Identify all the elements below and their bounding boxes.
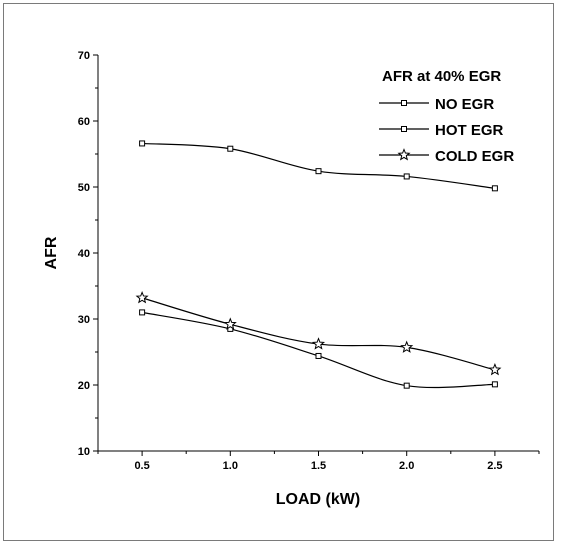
y-axis-title: AFR [43,236,60,269]
legend-item-cold-egr: COLD EGR [379,148,514,165]
data-point-hot-egr [491,381,498,388]
x-tick-label: 2.5 [487,460,502,472]
y-ticks: 10 20 30 40 50 60 70 [78,50,98,458]
legend-label-cold-egr: COLD EGR [435,148,514,165]
data-point-hot-egr [139,309,146,316]
x-tick-label: 2.0 [399,460,414,472]
y-tick-label: 50 [78,182,90,194]
x-tick-label: 1.5 [311,460,326,472]
y-tick-label: 60 [78,116,90,128]
legend-label-hot-egr: HOT EGR [435,122,504,139]
x-ticks: 0.5 1.0 1.5 2.0 2.5 [97,451,540,472]
series-cold-egr [135,291,502,376]
y-tick-label: 40 [78,248,90,260]
data-point-no-egr [139,140,146,147]
axes [97,55,539,452]
legend-item-hot-egr: HOT EGR [379,122,504,139]
data-point-cold-egr [488,362,502,376]
data-point-no-egr [315,168,322,175]
legend-title: AFR at 40% EGR [382,68,501,85]
data-point-no-egr [227,145,234,152]
legend-item-no-egr: NO EGR [379,96,494,113]
data-point-cold-egr [223,317,237,330]
series-layer [135,140,502,389]
data-point-cold-egr [311,337,326,350]
data-point-cold-egr [400,340,414,353]
y-tick-label: 30 [78,314,90,326]
series-line-cold-egr [141,297,496,371]
x-tick-label: 0.5 [134,460,149,472]
legend-marker-cold-egr [397,148,411,161]
x-axis-title: LOAD (kW) [276,491,360,508]
y-tick-label: 20 [78,380,90,392]
figure-frame [3,3,554,541]
data-point-hot-egr [403,382,410,389]
legend: AFR at 40% EGR NO EGR HOT EGR COLD EGR [379,68,514,165]
data-point-no-egr [491,185,498,192]
series-hot-egr [139,309,498,389]
series-no-egr [139,140,498,192]
x-tick-label: 1.0 [223,460,238,472]
data-point-no-egr [403,173,410,180]
legend-label-no-egr: NO EGR [435,96,494,113]
data-point-cold-egr [135,291,149,304]
series-line-hot-egr [141,311,495,389]
y-tick-label: 10 [78,446,90,458]
y-tick-label: 70 [78,50,90,62]
data-point-hot-egr [315,352,322,359]
legend-marker-no-egr [401,100,407,106]
legend-marker-hot-egr [401,126,407,132]
